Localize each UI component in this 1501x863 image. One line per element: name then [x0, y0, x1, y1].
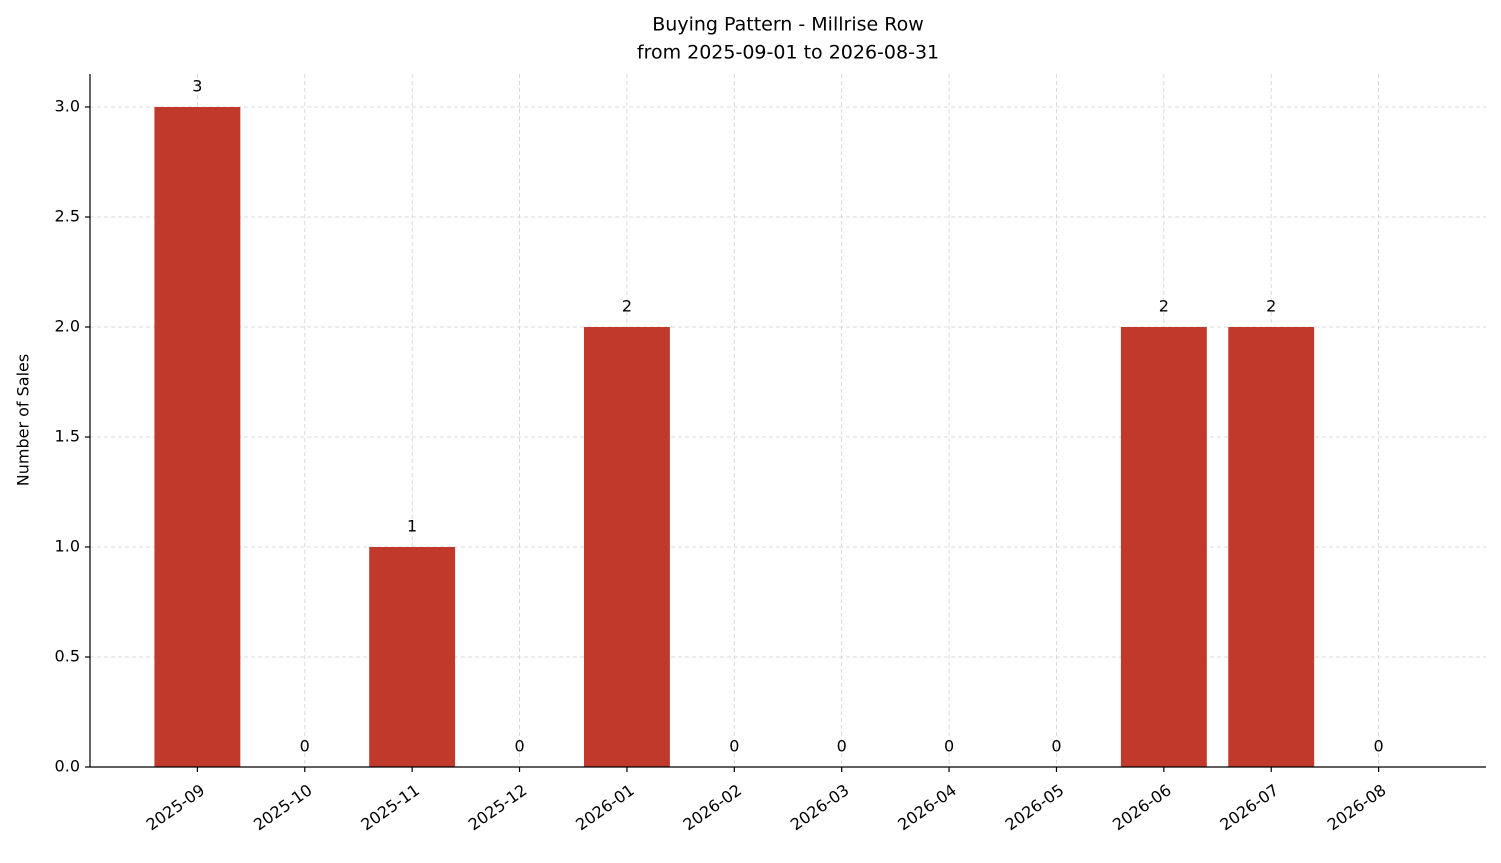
x-tick-label: 2026-04: [894, 780, 960, 834]
value-label: 3: [192, 77, 202, 96]
y-tick-label: 3.0: [55, 97, 80, 116]
x-tick-label: 2025-10: [250, 780, 316, 834]
bar: [583, 327, 670, 767]
chart-title: Buying Pattern - Millrise Row: [652, 14, 924, 36]
y-tick-label: 0.0: [55, 757, 80, 776]
x-tick-label: 2025-12: [465, 780, 531, 834]
bar: [1228, 327, 1315, 767]
bar: [1120, 327, 1207, 767]
value-label: 2: [1159, 297, 1169, 316]
chart-subtitle: from 2025-09-01 to 2026-08-31: [637, 42, 939, 64]
value-label: 0: [944, 737, 954, 756]
x-tick-label: 2026-01: [572, 780, 638, 834]
value-label: 0: [514, 737, 524, 756]
x-tick-label: 2026-06: [1109, 780, 1175, 834]
value-label: 1: [407, 517, 417, 536]
bar: [154, 107, 241, 767]
x-tick-label: 2026-05: [1002, 780, 1068, 834]
y-tick-label: 0.5: [55, 647, 80, 666]
y-axis-label: Number of Sales: [14, 354, 33, 486]
y-tick-label: 2.0: [55, 317, 80, 336]
x-tick-label: 2025-11: [357, 780, 423, 834]
value-label: 2: [622, 297, 632, 316]
x-tick-label: 2026-08: [1324, 780, 1390, 834]
value-label: 0: [837, 737, 847, 756]
y-tick-label: 2.5: [55, 207, 80, 226]
value-label: 0: [729, 737, 739, 756]
x-tick-label: 2025-09: [143, 780, 209, 834]
y-tick-label: 1.5: [55, 427, 80, 446]
bar: [369, 547, 456, 767]
x-tick-label: 2026-02: [680, 780, 746, 834]
x-tick-label: 2026-03: [787, 780, 853, 834]
x-tick-label: 2026-07: [1216, 780, 1282, 834]
value-label: 0: [1051, 737, 1061, 756]
y-tick-label: 1.0: [55, 537, 80, 556]
value-label: 0: [1374, 737, 1384, 756]
value-label: 2: [1266, 297, 1276, 316]
value-label: 0: [300, 737, 310, 756]
